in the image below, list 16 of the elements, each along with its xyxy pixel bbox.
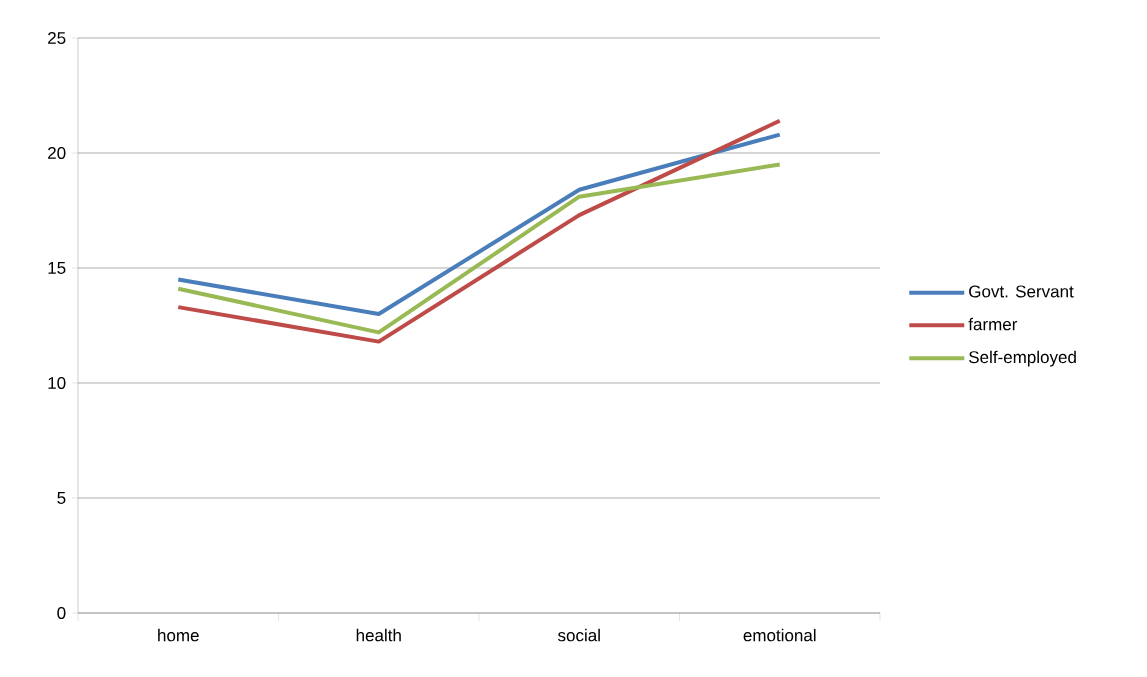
y-tick-label: 5 xyxy=(57,492,66,504)
y-tick-label: 20 xyxy=(48,146,66,160)
x-tick-label: health xyxy=(356,628,401,642)
legend-label: Self-employed xyxy=(969,350,1076,367)
y-tick-label: 15 xyxy=(48,262,66,274)
x-tick-label: social xyxy=(558,628,600,642)
y-tick-label: 25 xyxy=(48,31,66,45)
line-series xyxy=(176,118,782,344)
legend-label: Govt. Servant xyxy=(969,285,1074,298)
y-tick-label: 0 xyxy=(57,606,66,620)
legend-label: farmer xyxy=(968,317,1018,331)
x-tick-label: emotional xyxy=(743,628,816,642)
line-series xyxy=(176,132,782,316)
x-tick-label: home xyxy=(158,628,199,642)
y-tick-label: 10 xyxy=(48,376,66,390)
line-series xyxy=(176,162,782,335)
